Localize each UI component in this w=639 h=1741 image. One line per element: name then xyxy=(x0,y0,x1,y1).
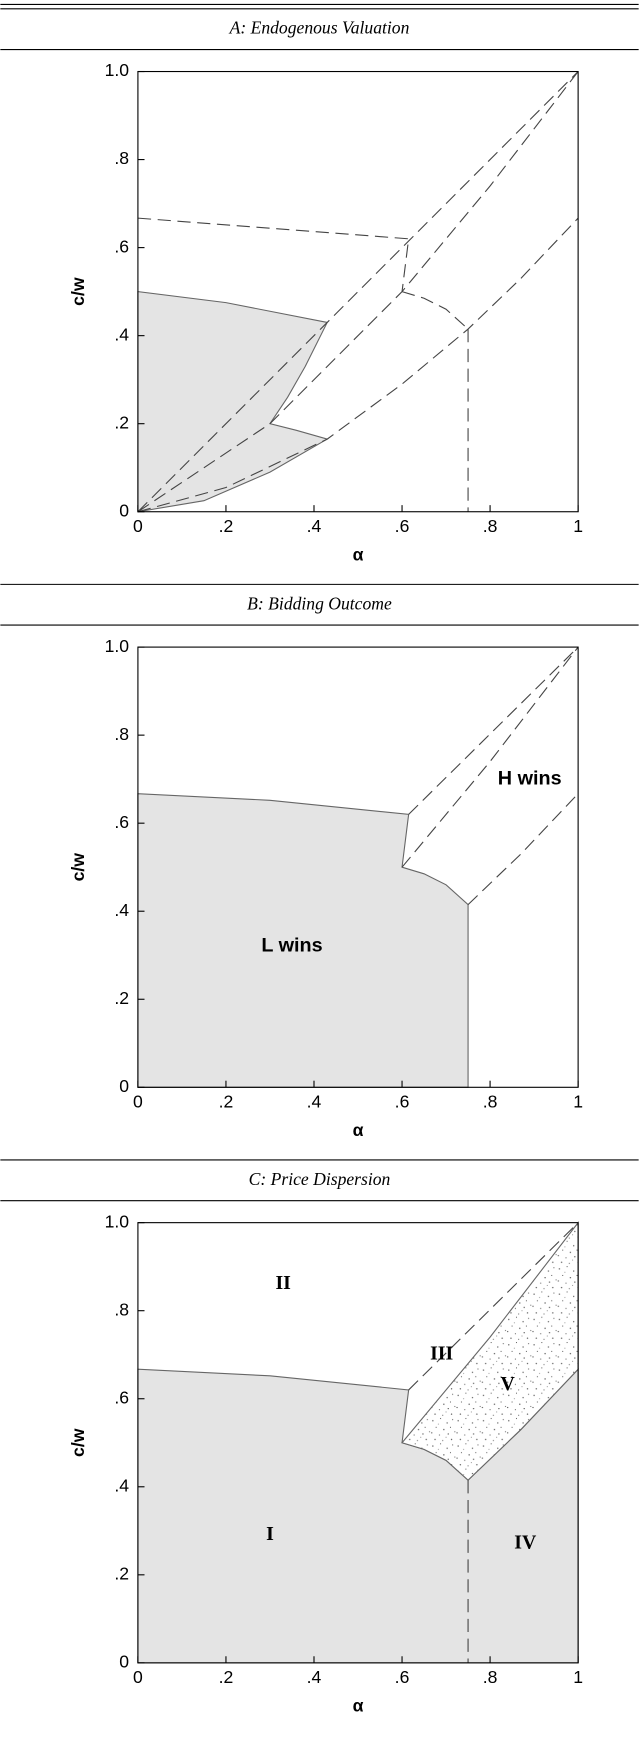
y-tick-label: .4 xyxy=(114,1475,129,1495)
x-tick-label: 0 xyxy=(133,1667,143,1687)
curve xyxy=(137,217,579,513)
x-tick-label: .4 xyxy=(307,516,322,536)
y-axis-label: c/w xyxy=(68,853,88,882)
y-tick-label: 0 xyxy=(119,1652,129,1672)
x-tick-label: .4 xyxy=(307,1667,322,1687)
x-tick-label: .2 xyxy=(219,1091,234,1111)
y-tick-label: .8 xyxy=(114,148,129,168)
y-tick-label: 0 xyxy=(119,500,129,520)
region xyxy=(401,1221,579,1481)
y-tick-label: 0 xyxy=(119,1076,129,1096)
panel-title: B: Bidding Outcome xyxy=(247,593,392,613)
annotation: IV xyxy=(514,1532,537,1554)
x-tick-label: .8 xyxy=(483,1667,498,1687)
x-tick-label: 1 xyxy=(573,516,583,536)
curve xyxy=(467,793,579,906)
y-tick-label: .2 xyxy=(114,988,129,1008)
plot-frame xyxy=(137,646,579,1088)
x-tick-label: .2 xyxy=(219,1667,234,1687)
y-tick-label: .6 xyxy=(114,812,129,832)
curve xyxy=(408,646,579,815)
x-tick-label: .8 xyxy=(483,516,498,536)
y-axis-label: c/w xyxy=(68,277,88,306)
annotation: III xyxy=(430,1342,453,1364)
annotation: V xyxy=(501,1373,516,1395)
y-axis-label: c/w xyxy=(68,1428,88,1457)
plot-frame xyxy=(137,1222,579,1664)
annotation: II xyxy=(275,1272,291,1294)
y-tick-label: 1.0 xyxy=(105,1211,130,1231)
y-tick-label: 1.0 xyxy=(105,636,130,656)
annotation: H wins xyxy=(498,767,562,789)
x-axis-label: α xyxy=(353,544,364,564)
y-tick-label: .8 xyxy=(114,724,129,744)
x-axis-label: α xyxy=(353,1696,364,1716)
y-tick-label: 1.0 xyxy=(105,60,130,80)
x-tick-label: 0 xyxy=(133,1091,143,1111)
x-tick-label: .8 xyxy=(483,1091,498,1111)
y-tick-label: .2 xyxy=(114,412,129,432)
annotation: I xyxy=(266,1523,274,1545)
x-tick-label: .2 xyxy=(219,516,234,536)
curve xyxy=(137,71,579,513)
x-tick-label: 1 xyxy=(573,1667,583,1687)
y-tick-label: .6 xyxy=(114,1387,129,1407)
curve xyxy=(401,291,469,330)
x-tick-label: .4 xyxy=(307,1091,322,1111)
annotation: L wins xyxy=(261,935,322,957)
y-tick-label: .4 xyxy=(114,324,129,344)
x-tick-label: 1 xyxy=(573,1091,583,1111)
region xyxy=(137,291,329,513)
x-tick-label: .6 xyxy=(395,1091,410,1111)
y-tick-label: .6 xyxy=(114,236,129,256)
y-tick-label: .8 xyxy=(114,1299,129,1319)
panel-title: C: Price Dispersion xyxy=(249,1169,391,1189)
x-tick-label: .6 xyxy=(395,1667,410,1687)
curve xyxy=(401,646,579,868)
y-tick-label: .2 xyxy=(114,1563,129,1583)
x-tick-label: 0 xyxy=(133,516,143,536)
x-axis-label: α xyxy=(353,1120,364,1140)
curve xyxy=(137,217,410,292)
plot-frame xyxy=(137,70,579,513)
y-tick-label: .4 xyxy=(114,900,129,920)
curve xyxy=(408,1222,579,1391)
region xyxy=(137,793,469,1088)
x-tick-label: .6 xyxy=(395,516,410,536)
panel-title: A: Endogenous Valuation xyxy=(229,18,410,38)
